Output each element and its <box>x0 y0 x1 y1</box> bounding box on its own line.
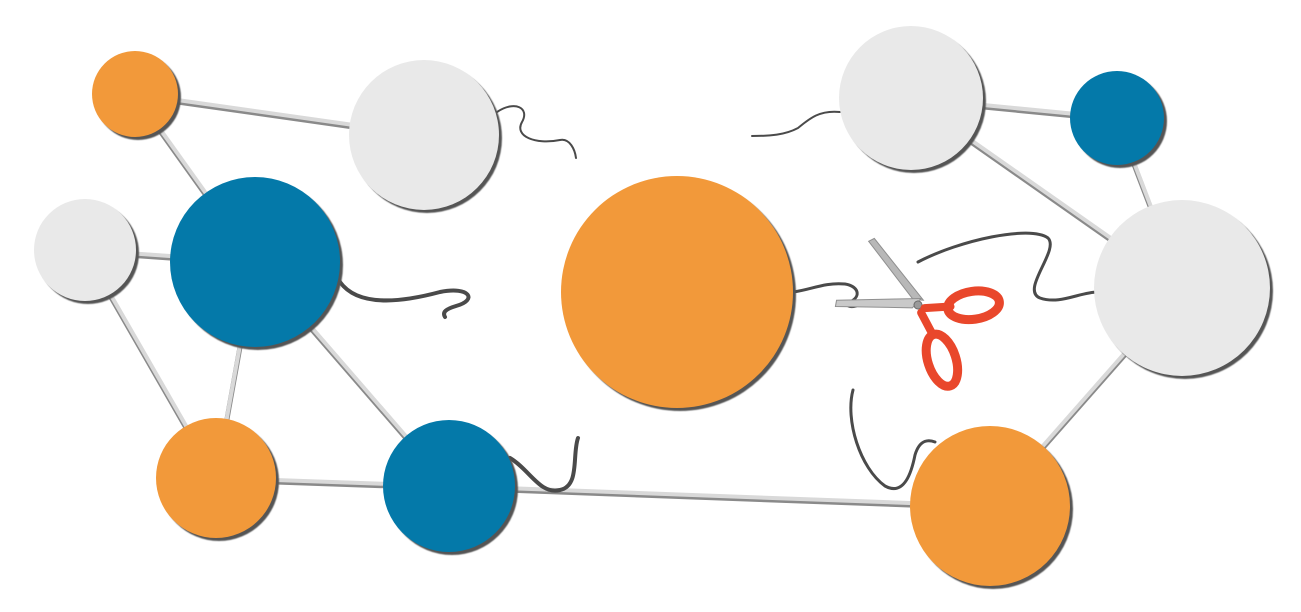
node-n9 <box>1070 71 1164 165</box>
node-n5 <box>156 418 276 538</box>
node-n7 <box>561 176 793 408</box>
node-n11 <box>910 426 1070 586</box>
node-n8 <box>839 26 983 170</box>
node-n3 <box>34 199 136 301</box>
loose-string <box>849 388 937 490</box>
loose-string <box>916 231 1100 302</box>
node-n6 <box>383 420 515 552</box>
loose-string <box>496 105 577 159</box>
edge <box>448 484 991 508</box>
node-n4 <box>170 177 340 347</box>
node-n2 <box>349 60 499 210</box>
scissors-handle <box>943 286 1004 325</box>
loose-string <box>338 280 471 319</box>
loose-string <box>751 110 841 137</box>
node-layer <box>34 26 1273 589</box>
loose-string <box>508 436 580 493</box>
node-n1 <box>92 51 178 137</box>
scissors-handle <box>921 329 963 391</box>
scissors-blade <box>867 237 925 301</box>
node-n10 <box>1094 200 1270 376</box>
scissors-icon <box>834 237 1004 391</box>
scissors-pivot <box>913 300 923 310</box>
